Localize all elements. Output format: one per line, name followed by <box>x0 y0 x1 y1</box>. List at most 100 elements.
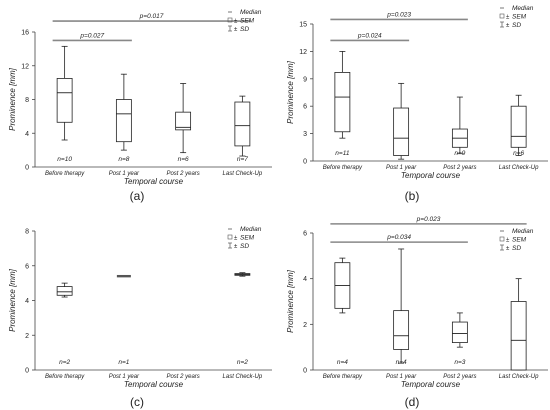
x-tick-label: Last Check-Up <box>499 374 539 380</box>
legend-sem-icon <box>227 234 233 240</box>
chart-panel-a: 0 4 8 12 16 Prominence [mm] Temporal course Bef… <box>8 9 272 186</box>
y-tick-label: 15 <box>299 22 307 29</box>
box-iqr <box>56 78 73 123</box>
x-tick-label: Post 1 year <box>386 165 417 171</box>
panel-caption-c: (c) <box>130 395 144 409</box>
legend-sd-pm: ± <box>506 246 510 252</box>
x-tick-label: Post 2 years <box>166 374 199 380</box>
y-axis-label: Prominence [mm] <box>8 67 17 130</box>
legend-median-label: Median <box>512 5 534 12</box>
legend-sd-label: SD <box>512 22 521 29</box>
x-axis-label: Temporal course <box>124 177 184 186</box>
legend-sd-pm: ± <box>234 27 238 33</box>
box-iqr <box>234 101 251 147</box>
legend-median-label: Median <box>512 228 534 235</box>
box-iqr <box>56 286 73 296</box>
legend: Median± SEM± SD <box>227 9 262 33</box>
significance-label: p=0.024 <box>357 32 382 39</box>
n-label: n=8 <box>118 156 129 163</box>
n-label: n=4 <box>337 359 348 366</box>
x-tick-label: Post 1 year <box>109 374 140 380</box>
legend-median-label: Median <box>240 9 262 16</box>
y-tick-label: 4 <box>25 131 29 138</box>
n-label: n=7 <box>237 156 248 163</box>
legend-sd-label: SD <box>240 243 249 250</box>
legend-sem-icon <box>499 236 505 242</box>
y-tick-label: 0 <box>303 368 307 375</box>
legend-sem-label: SEM <box>512 14 527 21</box>
y-tick-label: 4 <box>25 298 29 305</box>
chart-panel-c: 0 2 4 6 8 Prominence [mm] Temporal course Befor… <box>8 226 272 389</box>
x-tick-label: Before therapy <box>323 374 363 380</box>
y-tick-label: 6 <box>303 104 307 111</box>
legend-sem-pm: ± <box>234 236 238 242</box>
x-tick-label: Post 2 years <box>443 374 476 380</box>
x-tick-label: Before therapy <box>45 171 85 177</box>
y-tick-label: 0 <box>303 159 307 166</box>
x-axis-label: Temporal course <box>401 171 461 180</box>
y-tick-label: 12 <box>299 49 307 56</box>
box-iqr <box>510 105 527 148</box>
y-tick-label: 2 <box>303 322 307 329</box>
x-tick-label: Post 1 year <box>386 374 417 380</box>
legend-sem-pm: ± <box>506 238 510 244</box>
box-iqr <box>510 301 527 371</box>
n-label: n=2 <box>237 359 248 366</box>
y-tick-label: 2 <box>25 333 29 340</box>
legend-sem-label: SEM <box>512 237 527 244</box>
y-axis-label: Prominence [mm] <box>286 269 295 332</box>
y-tick-label: 16 <box>21 30 29 37</box>
legend-sem-icon <box>499 13 505 19</box>
x-tick-label: Last Check-Up <box>223 171 263 177</box>
chart-panel-d: 0 2 4 6 Prominence [mm] Temporal course Before… <box>286 216 548 389</box>
legend: Median± SEM± SD <box>227 226 262 250</box>
y-axis-label: Prominence [mm] <box>8 268 17 331</box>
y-tick-label: 0 <box>25 368 29 375</box>
box-iqr <box>175 111 192 131</box>
n-label: n=10 <box>57 156 72 163</box>
y-tick-label: 0 <box>25 165 29 172</box>
y-tick-label: 12 <box>21 63 29 70</box>
x-tick-label: Last Check-Up <box>223 374 263 380</box>
legend-median-label: Median <box>240 226 262 233</box>
y-axis-label: Prominence [mm] <box>286 60 295 123</box>
x-axis-label: Temporal course <box>401 380 461 389</box>
box-iqr <box>334 72 351 133</box>
legend: Median± SEM± SD <box>499 228 534 252</box>
panel-caption-a: (a) <box>130 189 145 203</box>
y-tick-label: 6 <box>303 231 307 238</box>
significance-label: p=0.023 <box>416 216 441 223</box>
legend-sem-label: SEM <box>240 18 255 25</box>
x-axis-label: Temporal course <box>124 380 184 389</box>
legend-sd-label: SD <box>240 26 249 33</box>
y-tick-label: 8 <box>25 97 29 104</box>
y-tick-label: 3 <box>303 131 307 138</box>
x-tick-label: Before therapy <box>323 165 363 171</box>
y-tick-label: 8 <box>25 229 29 236</box>
x-tick-label: Post 1 year <box>109 171 140 177</box>
significance-label: p=0.017 <box>139 13 164 20</box>
y-tick-label: 9 <box>303 76 307 83</box>
x-tick-label: Post 2 years <box>166 171 199 177</box>
n-label: n=6 <box>178 156 189 163</box>
box-iqr <box>115 99 132 143</box>
x-tick-label: Before therapy <box>45 374 85 380</box>
box-flat <box>116 274 131 278</box>
legend-sem-pm: ± <box>234 19 238 25</box>
box-iqr <box>451 321 468 343</box>
y-tick-label: 6 <box>25 263 29 270</box>
legend-sem-pm: ± <box>506 15 510 21</box>
legend-sem-icon <box>227 17 233 23</box>
panel-caption-d: (d) <box>405 395 420 409</box>
n-label: n=1 <box>118 359 129 366</box>
n-label: n=11 <box>335 150 350 157</box>
significance-label: p=0.023 <box>386 11 411 18</box>
n-label: n=3 <box>454 359 465 366</box>
significance-label: p=0.034 <box>386 234 411 241</box>
x-tick-label: Last Check-Up <box>499 165 539 171</box>
legend: Median± SEM± SD <box>499 5 534 29</box>
legend-sd-pm: ± <box>506 23 510 29</box>
panel-caption-b: (b) <box>405 189 420 203</box>
legend-sem-label: SEM <box>240 235 255 242</box>
